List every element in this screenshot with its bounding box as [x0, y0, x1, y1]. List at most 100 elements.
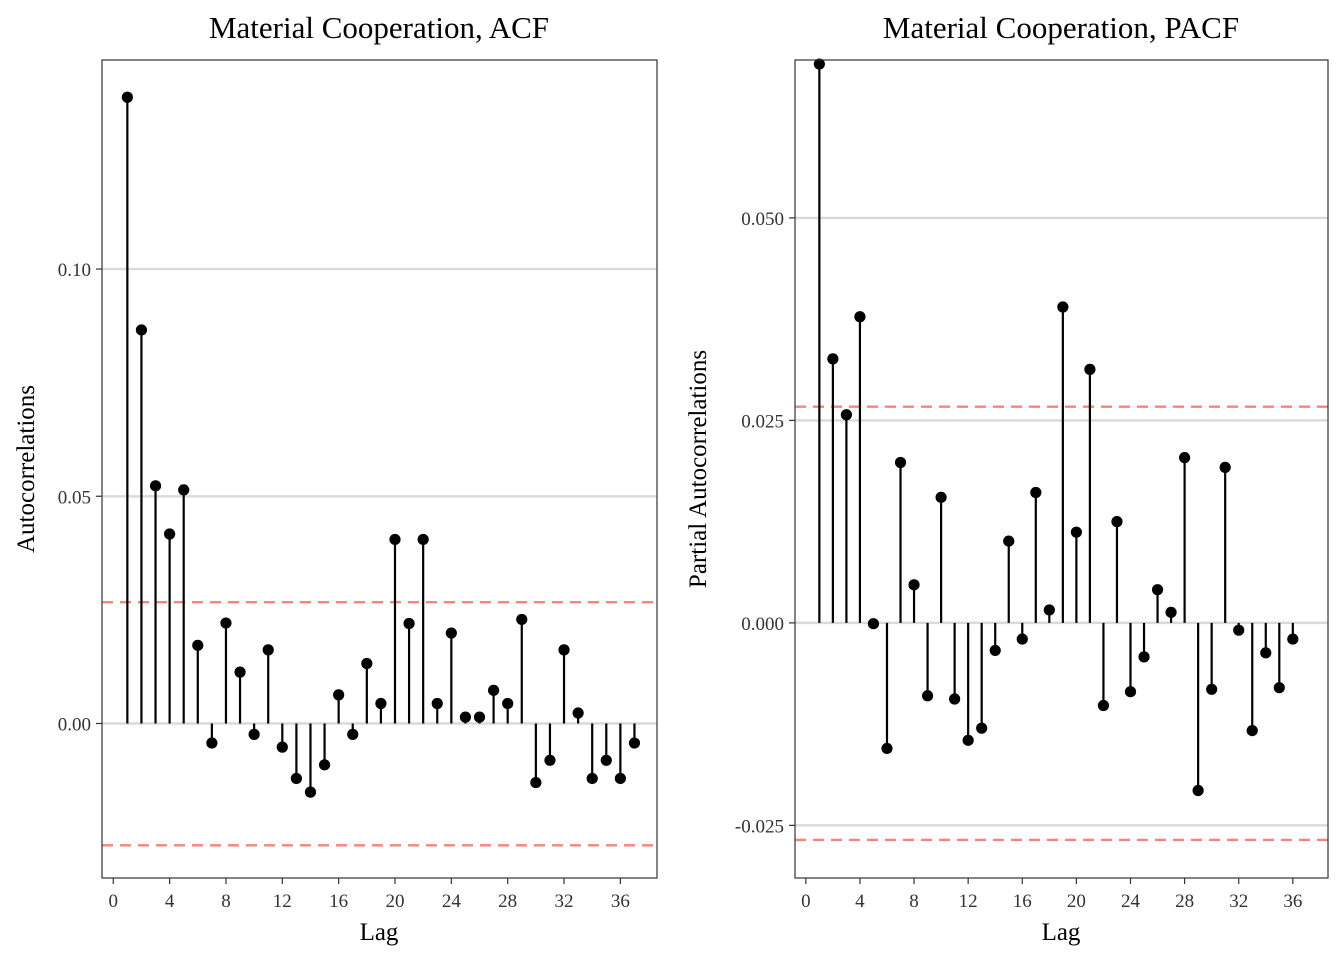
pacf-point [1097, 699, 1110, 712]
pacf-point [1016, 633, 1028, 645]
acf-y-axis-title: Autocorrelations [13, 385, 40, 553]
pacf-chart: Material Cooperation, PACF 0 4 8 12 16 20 24 28… [685, 10, 1329, 946]
pacf-title: Material Cooperation, PACF [883, 10, 1239, 45]
pacf-point [894, 456, 907, 469]
acf-point [628, 737, 641, 749]
acf-point [445, 627, 457, 639]
pacf-x-tick-label: 20 [1067, 891, 1086, 912]
acf-point [164, 528, 176, 540]
pacf-y-axis: -0.025 0.000 0.025 0.050 [735, 209, 795, 837]
pacf-point [1070, 526, 1082, 538]
pacf-y-tick-label: 0.000 [741, 614, 784, 635]
pacf-point [1043, 604, 1055, 616]
acf-point [206, 737, 218, 749]
pacf-point [881, 742, 893, 755]
acf-marks [121, 91, 641, 798]
acf-point [389, 533, 401, 546]
pacf-point [935, 491, 947, 503]
acf-panel-border [101, 59, 658, 879]
acf-point [192, 639, 204, 651]
acf-point [220, 617, 232, 629]
acf-point [149, 480, 162, 492]
pacf-point [827, 353, 839, 365]
pacf-y-axis-title: Partial Autocorrelations [685, 350, 712, 588]
acf-point [262, 644, 274, 656]
pacf-y-tick-label: 0.050 [741, 209, 784, 230]
pacf-x-tick-label: 24 [1121, 891, 1141, 912]
acf-point [234, 666, 246, 678]
acf-point [502, 697, 514, 710]
pacf-point [1260, 647, 1272, 659]
pacf-point [1273, 682, 1285, 694]
pacf-x-axis: 0 4 8 12 16 20 24 28 32 36 [801, 878, 1302, 912]
pacf-panel-border [794, 59, 1329, 879]
acf-point [431, 697, 443, 710]
acf-x-tick-label: 4 [165, 891, 175, 912]
acf-point [600, 754, 612, 766]
acf-x-tick-label: 0 [109, 891, 119, 912]
pacf-point [1219, 461, 1231, 473]
acf-point [318, 759, 331, 771]
acf-point [276, 741, 288, 753]
acf-x-tick-label: 28 [498, 891, 517, 912]
pacf-point [1192, 784, 1204, 797]
acf-point [614, 772, 626, 785]
acf-point [516, 613, 528, 626]
pacf-point [1246, 724, 1258, 737]
acf-point [403, 617, 415, 630]
acf-point [586, 772, 598, 785]
pacf-point [854, 311, 866, 323]
pacf-point [1179, 452, 1191, 464]
acf-x-tick-label: 32 [555, 891, 574, 912]
acf-point [248, 728, 260, 740]
pacf-point [1057, 301, 1069, 313]
pacf-point [1233, 624, 1245, 636]
acf-gridlines [102, 267, 657, 725]
acf-confidence-bounds [102, 600, 657, 847]
acf-y-tick-label: 0.10 [58, 260, 91, 281]
pacf-point [921, 690, 934, 702]
acf-point [304, 786, 317, 798]
acf-point [361, 657, 373, 670]
acf-x-tick-label: 36 [611, 891, 630, 912]
acf-point [375, 697, 387, 710]
pacf-point [813, 58, 825, 70]
pacf-x-tick-label: 32 [1229, 891, 1248, 912]
acf-point [572, 707, 584, 719]
acf-title: Material Cooperation, ACF [209, 10, 549, 45]
pacf-point [989, 644, 1001, 657]
pacf-point [1003, 535, 1015, 547]
pacf-point [1111, 516, 1123, 528]
pacf-x-tick-label: 16 [1013, 891, 1032, 912]
pacf-point [840, 409, 853, 421]
acf-point [544, 754, 556, 766]
acf-x-tick-label: 20 [385, 891, 404, 912]
acf-y-axis: 0.00 0.05 0.10 [58, 260, 102, 735]
pacf-point [1165, 606, 1177, 618]
pacf-x-tick-label: 36 [1283, 891, 1302, 912]
acf-point [290, 772, 302, 785]
acf-y-tick-label: 0.05 [58, 487, 91, 508]
pacf-x-tick-label: 12 [959, 891, 978, 912]
acf-point [121, 91, 133, 103]
acf-point [333, 689, 345, 701]
acf-point [473, 711, 486, 723]
pacf-x-tick-label: 4 [855, 891, 865, 912]
pacf-point [1287, 633, 1299, 645]
acf-x-tick-label: 16 [329, 891, 348, 912]
pacf-point [1206, 683, 1218, 695]
pacf-point [867, 618, 880, 630]
acf-point [417, 533, 429, 546]
pacf-point [908, 579, 920, 591]
pacf-x-tick-label: 0 [801, 891, 811, 912]
acf-y-tick-label: 0.00 [58, 714, 91, 735]
acf-point [178, 484, 190, 496]
pacf-point [1124, 686, 1137, 698]
acf-point [135, 324, 148, 336]
acf-x-axis: 0 4 8 12 16 20 24 28 32 36 [109, 878, 630, 912]
acf-point [530, 776, 542, 789]
acf-chart: Material Cooperation, ACF 0 4 8 12 16 20 24 28 3… [13, 10, 658, 946]
pacf-x-tick-label: 8 [909, 891, 919, 912]
pacf-x-tick-label: 28 [1175, 891, 1194, 912]
